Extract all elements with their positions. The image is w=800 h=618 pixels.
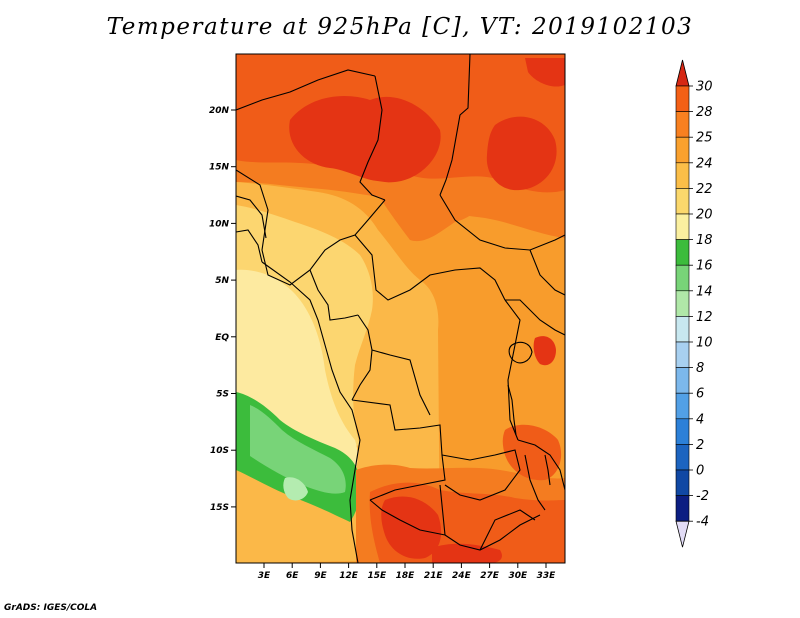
hotspot-sahara-30 — [289, 96, 441, 183]
colorbar-label: 28 — [696, 105, 713, 120]
colorbar-swatch — [675, 316, 690, 343]
map-frame — [235, 53, 566, 564]
lon-axis: 3E 6E 9E 12E 15E 18E 21E 24E 27E 30E 33E — [258, 563, 556, 581]
colorbar-label: -4 — [696, 515, 709, 530]
lat-tick-label: 5S — [216, 390, 229, 400]
border-botswana — [444, 514, 541, 551]
hotspot-lake-30 — [533, 336, 556, 366]
hotspot-south-30 — [432, 543, 502, 563]
lat-tick-label: EQ — [215, 333, 229, 343]
colorbar-swatch — [675, 162, 690, 189]
colorbar-swatch — [675, 239, 690, 266]
lat-axis: 20N 15N 10N 5N EQ 5S 10S 15S — [209, 106, 236, 513]
lat-tick-label: 10S — [210, 446, 229, 456]
colorbar-label: 0 — [696, 464, 704, 479]
colorbar-swatch — [675, 264, 690, 292]
lat-tick-label: 10N — [209, 219, 230, 229]
lon-tick-label: 30E — [508, 571, 528, 581]
colorbar-label: 4 — [696, 412, 704, 427]
colorbar-label: 6 — [696, 387, 704, 402]
country-borders — [236, 54, 565, 563]
cold-band-12 — [283, 477, 308, 501]
border-ethiopia — [529, 249, 565, 296]
border-drc-east — [504, 299, 521, 441]
cold-band-14 — [250, 405, 346, 494]
colorbar-swatch — [675, 367, 690, 394]
lon-tick-label: 27E — [480, 571, 500, 581]
border-chad-sudan — [359, 75, 386, 201]
lon-tick-label: 12E — [339, 571, 359, 581]
border-sudan-south — [439, 194, 565, 251]
colorbar-swatch — [675, 85, 690, 112]
colorbar-top-arrow — [675, 59, 690, 87]
colorbar-label: 24 — [696, 156, 713, 171]
colorbar-bottom-arrow — [675, 520, 690, 548]
colorbar-swatch — [675, 495, 690, 522]
map-title: Temperature at 925hPa [C], VT: 201910210… — [106, 14, 694, 40]
colorbar-label: 30 — [696, 80, 713, 95]
border-west-coast — [236, 229, 263, 263]
lake-malawi — [544, 454, 551, 486]
border-nigeria — [236, 169, 386, 286]
colorbar-label: 10 — [696, 336, 713, 351]
lon-tick-label: 33E — [537, 571, 557, 581]
border-uganda-kenya — [505, 299, 565, 336]
colorbar-swatch — [675, 444, 690, 471]
border-libya-egypt-sudan — [439, 54, 471, 196]
colorbar-swatch — [675, 136, 690, 164]
lat-tick-label: 5N — [215, 276, 229, 286]
colorbar-label: 12 — [696, 310, 713, 325]
colorbar-label: 16 — [696, 259, 713, 274]
colorbar-label: 8 — [696, 361, 704, 376]
lon-tick-label: 24E — [452, 571, 472, 581]
border-tanzania-moz — [517, 439, 565, 491]
lon-tick-label: 18E — [396, 571, 416, 581]
lat-tick-label: 15N — [209, 163, 230, 173]
coastline-gulf-of-guinea — [261, 261, 361, 563]
temperature-field — [236, 54, 565, 563]
lon-tick-label: 3E — [258, 571, 271, 581]
border-angola — [351, 399, 446, 501]
colorbar-swatch — [675, 290, 690, 317]
colorbar-swatch — [675, 469, 690, 496]
colorbar-swatch — [675, 213, 690, 240]
colorbar-label: 20 — [696, 208, 713, 223]
colorbar-label: 22 — [696, 182, 713, 197]
lon-tick-label: 6E — [286, 571, 299, 581]
grads-credit: GrADS: IGES/COLA — [4, 603, 98, 613]
hotspot-ne-30 — [525, 58, 565, 87]
colorbar-swatch — [675, 392, 690, 420]
border-cameroon — [309, 269, 359, 321]
lake-tanganyika — [507, 384, 517, 436]
border-congo-drc — [351, 314, 373, 401]
band-26-central-tongue — [370, 180, 480, 242]
border-zambia — [441, 449, 521, 501]
colorbar-swatch — [675, 418, 690, 445]
lake-victoria — [508, 341, 533, 364]
lat-tick-label: 20N — [209, 106, 230, 116]
border-car — [354, 234, 506, 301]
border-mali-burkina — [236, 195, 267, 239]
border-niger-chad — [236, 69, 376, 111]
lat-tick-label: 15S — [210, 503, 229, 513]
hotspot-sudan-30 — [486, 116, 557, 191]
colorbar-label: 25 — [696, 131, 713, 146]
colorbar-swatch — [675, 188, 690, 215]
border-namibia — [369, 484, 446, 536]
lon-tick-label: 21E — [424, 571, 444, 581]
hotspot-namibia-30 — [381, 496, 442, 559]
lon-tick-label: 9E — [314, 571, 327, 581]
lon-tick-label: 15E — [367, 571, 387, 581]
colorbar-label: 2 — [696, 438, 704, 453]
colorbar-swatch — [675, 341, 690, 368]
colorbar-label: 18 — [696, 233, 713, 248]
border-malawi — [524, 454, 546, 511]
colorbar-label: 14 — [696, 284, 713, 299]
colorbar-swatch — [675, 111, 690, 138]
border-drc-angola-north — [371, 349, 431, 416]
border-zimbabwe — [479, 509, 536, 551]
colorbar-label: -2 — [696, 489, 709, 504]
